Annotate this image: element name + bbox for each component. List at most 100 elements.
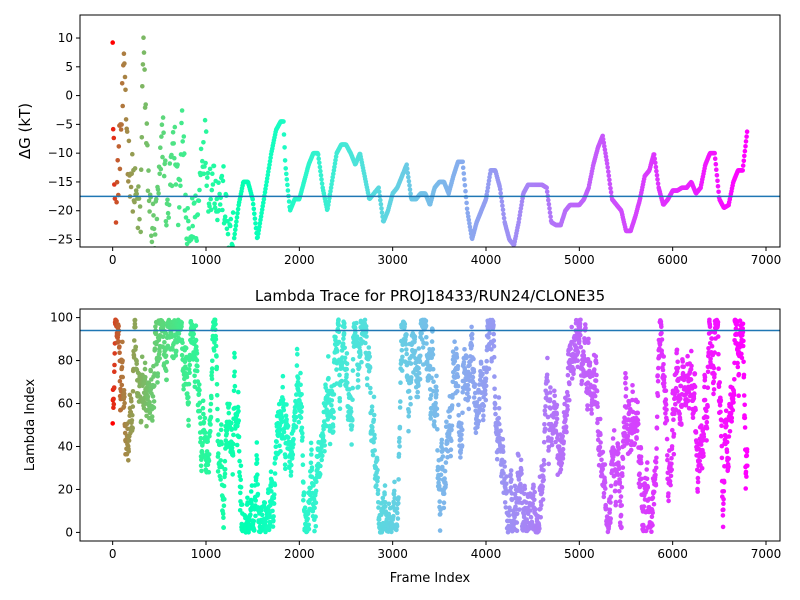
lambda-point bbox=[443, 482, 449, 487]
lambda-point bbox=[271, 495, 277, 501]
lambda-point bbox=[298, 370, 303, 376]
lambda-point bbox=[358, 352, 363, 358]
lambda-point bbox=[565, 407, 570, 412]
lambda-point bbox=[194, 351, 200, 356]
delta-g-point bbox=[603, 154, 609, 159]
lambda-point bbox=[460, 427, 465, 433]
lambda-point bbox=[237, 458, 242, 464]
lambda-point bbox=[130, 404, 136, 409]
lambda-point bbox=[155, 371, 161, 376]
lambda-point bbox=[456, 402, 461, 408]
delta-g-point bbox=[607, 181, 613, 187]
delta-g-point bbox=[548, 214, 553, 219]
lambda-point bbox=[230, 472, 235, 477]
lambda-point bbox=[273, 455, 278, 461]
lambda-point bbox=[700, 438, 706, 443]
lambda-point bbox=[691, 396, 697, 401]
lambda-point bbox=[193, 323, 199, 329]
delta-g-point bbox=[741, 158, 747, 164]
delta-g-point bbox=[266, 165, 272, 171]
lambda-point bbox=[179, 352, 185, 358]
lambda-point bbox=[541, 439, 547, 445]
lambda-point bbox=[376, 517, 382, 522]
delta-g-point bbox=[177, 177, 183, 183]
lambda-point bbox=[603, 486, 608, 491]
lambda-point bbox=[205, 439, 210, 444]
y-tick-label: −5 bbox=[55, 117, 73, 131]
lambda-point bbox=[623, 375, 629, 380]
lambda-point bbox=[313, 514, 318, 519]
lambda-point bbox=[372, 435, 377, 441]
lambda-point bbox=[741, 372, 747, 378]
lambda-point bbox=[353, 330, 358, 335]
lambda-point bbox=[184, 354, 189, 360]
lambda-point bbox=[293, 415, 299, 420]
lambda-point bbox=[145, 394, 151, 400]
lambda-point bbox=[298, 415, 304, 421]
delta-g-point bbox=[167, 161, 173, 166]
delta-g-point bbox=[163, 219, 169, 224]
lambda-point bbox=[299, 425, 305, 431]
lambda-point bbox=[611, 428, 617, 433]
lambda-point bbox=[174, 348, 179, 354]
lambda-point bbox=[211, 348, 217, 353]
delta-g-point bbox=[516, 216, 522, 222]
delta-g-point bbox=[225, 231, 231, 237]
lambda-point bbox=[276, 401, 282, 407]
lambda-point bbox=[197, 415, 203, 420]
lambda-point bbox=[142, 366, 148, 372]
lambda-point bbox=[437, 499, 443, 504]
lambda-point bbox=[340, 341, 346, 346]
lambda-point bbox=[643, 528, 649, 534]
lambda-point bbox=[420, 345, 426, 350]
lambda-point bbox=[602, 480, 608, 485]
delta-g-point bbox=[113, 220, 119, 225]
lambda-point bbox=[215, 406, 220, 412]
lambda-point bbox=[374, 483, 379, 488]
y-tick-label: 0 bbox=[65, 89, 73, 103]
lambda-point bbox=[506, 513, 512, 518]
lambda-point bbox=[569, 376, 575, 381]
lambda-point bbox=[423, 318, 429, 324]
delta-g-point bbox=[210, 182, 216, 187]
delta-g-point bbox=[169, 183, 175, 189]
delta-g-point bbox=[198, 146, 204, 152]
lambda-point bbox=[344, 372, 349, 378]
lambda-point bbox=[654, 446, 659, 451]
delta-g-point bbox=[121, 51, 127, 56]
lambda-point bbox=[434, 392, 439, 397]
delta-g-points bbox=[110, 35, 750, 247]
lambda-point bbox=[281, 429, 287, 435]
y-tick-label: 100 bbox=[50, 311, 73, 325]
lambda-point bbox=[480, 407, 486, 413]
delta-g-point bbox=[333, 154, 339, 159]
lambda-point bbox=[246, 530, 251, 535]
lambda-point bbox=[126, 438, 132, 443]
delta-g-point bbox=[151, 213, 156, 218]
delta-g-point bbox=[235, 206, 241, 212]
lambda-point bbox=[709, 336, 715, 341]
lambda-point bbox=[426, 377, 431, 383]
lambda-point bbox=[194, 344, 199, 350]
delta-g-point bbox=[407, 187, 413, 192]
lambda-point bbox=[416, 370, 422, 376]
lambda-point bbox=[656, 365, 661, 371]
lambda-point bbox=[619, 485, 625, 490]
delta-g-point bbox=[235, 211, 240, 216]
lambda-point bbox=[196, 391, 202, 397]
y-tick-label: 60 bbox=[58, 397, 73, 411]
delta-g-point bbox=[715, 184, 721, 189]
lambda-point bbox=[406, 428, 411, 434]
lambda-point bbox=[689, 348, 694, 354]
lambda-point bbox=[669, 456, 674, 461]
lambda-point bbox=[651, 489, 657, 495]
lambda-point bbox=[625, 433, 631, 439]
delta-g-point bbox=[712, 156, 718, 161]
lambda-point bbox=[504, 490, 510, 495]
lambda-point bbox=[186, 417, 191, 423]
delta-g-point bbox=[462, 183, 468, 188]
lambda-point bbox=[279, 415, 285, 420]
lambda-point bbox=[408, 395, 413, 401]
lambda-point bbox=[466, 406, 472, 412]
lambda-point bbox=[460, 410, 465, 416]
